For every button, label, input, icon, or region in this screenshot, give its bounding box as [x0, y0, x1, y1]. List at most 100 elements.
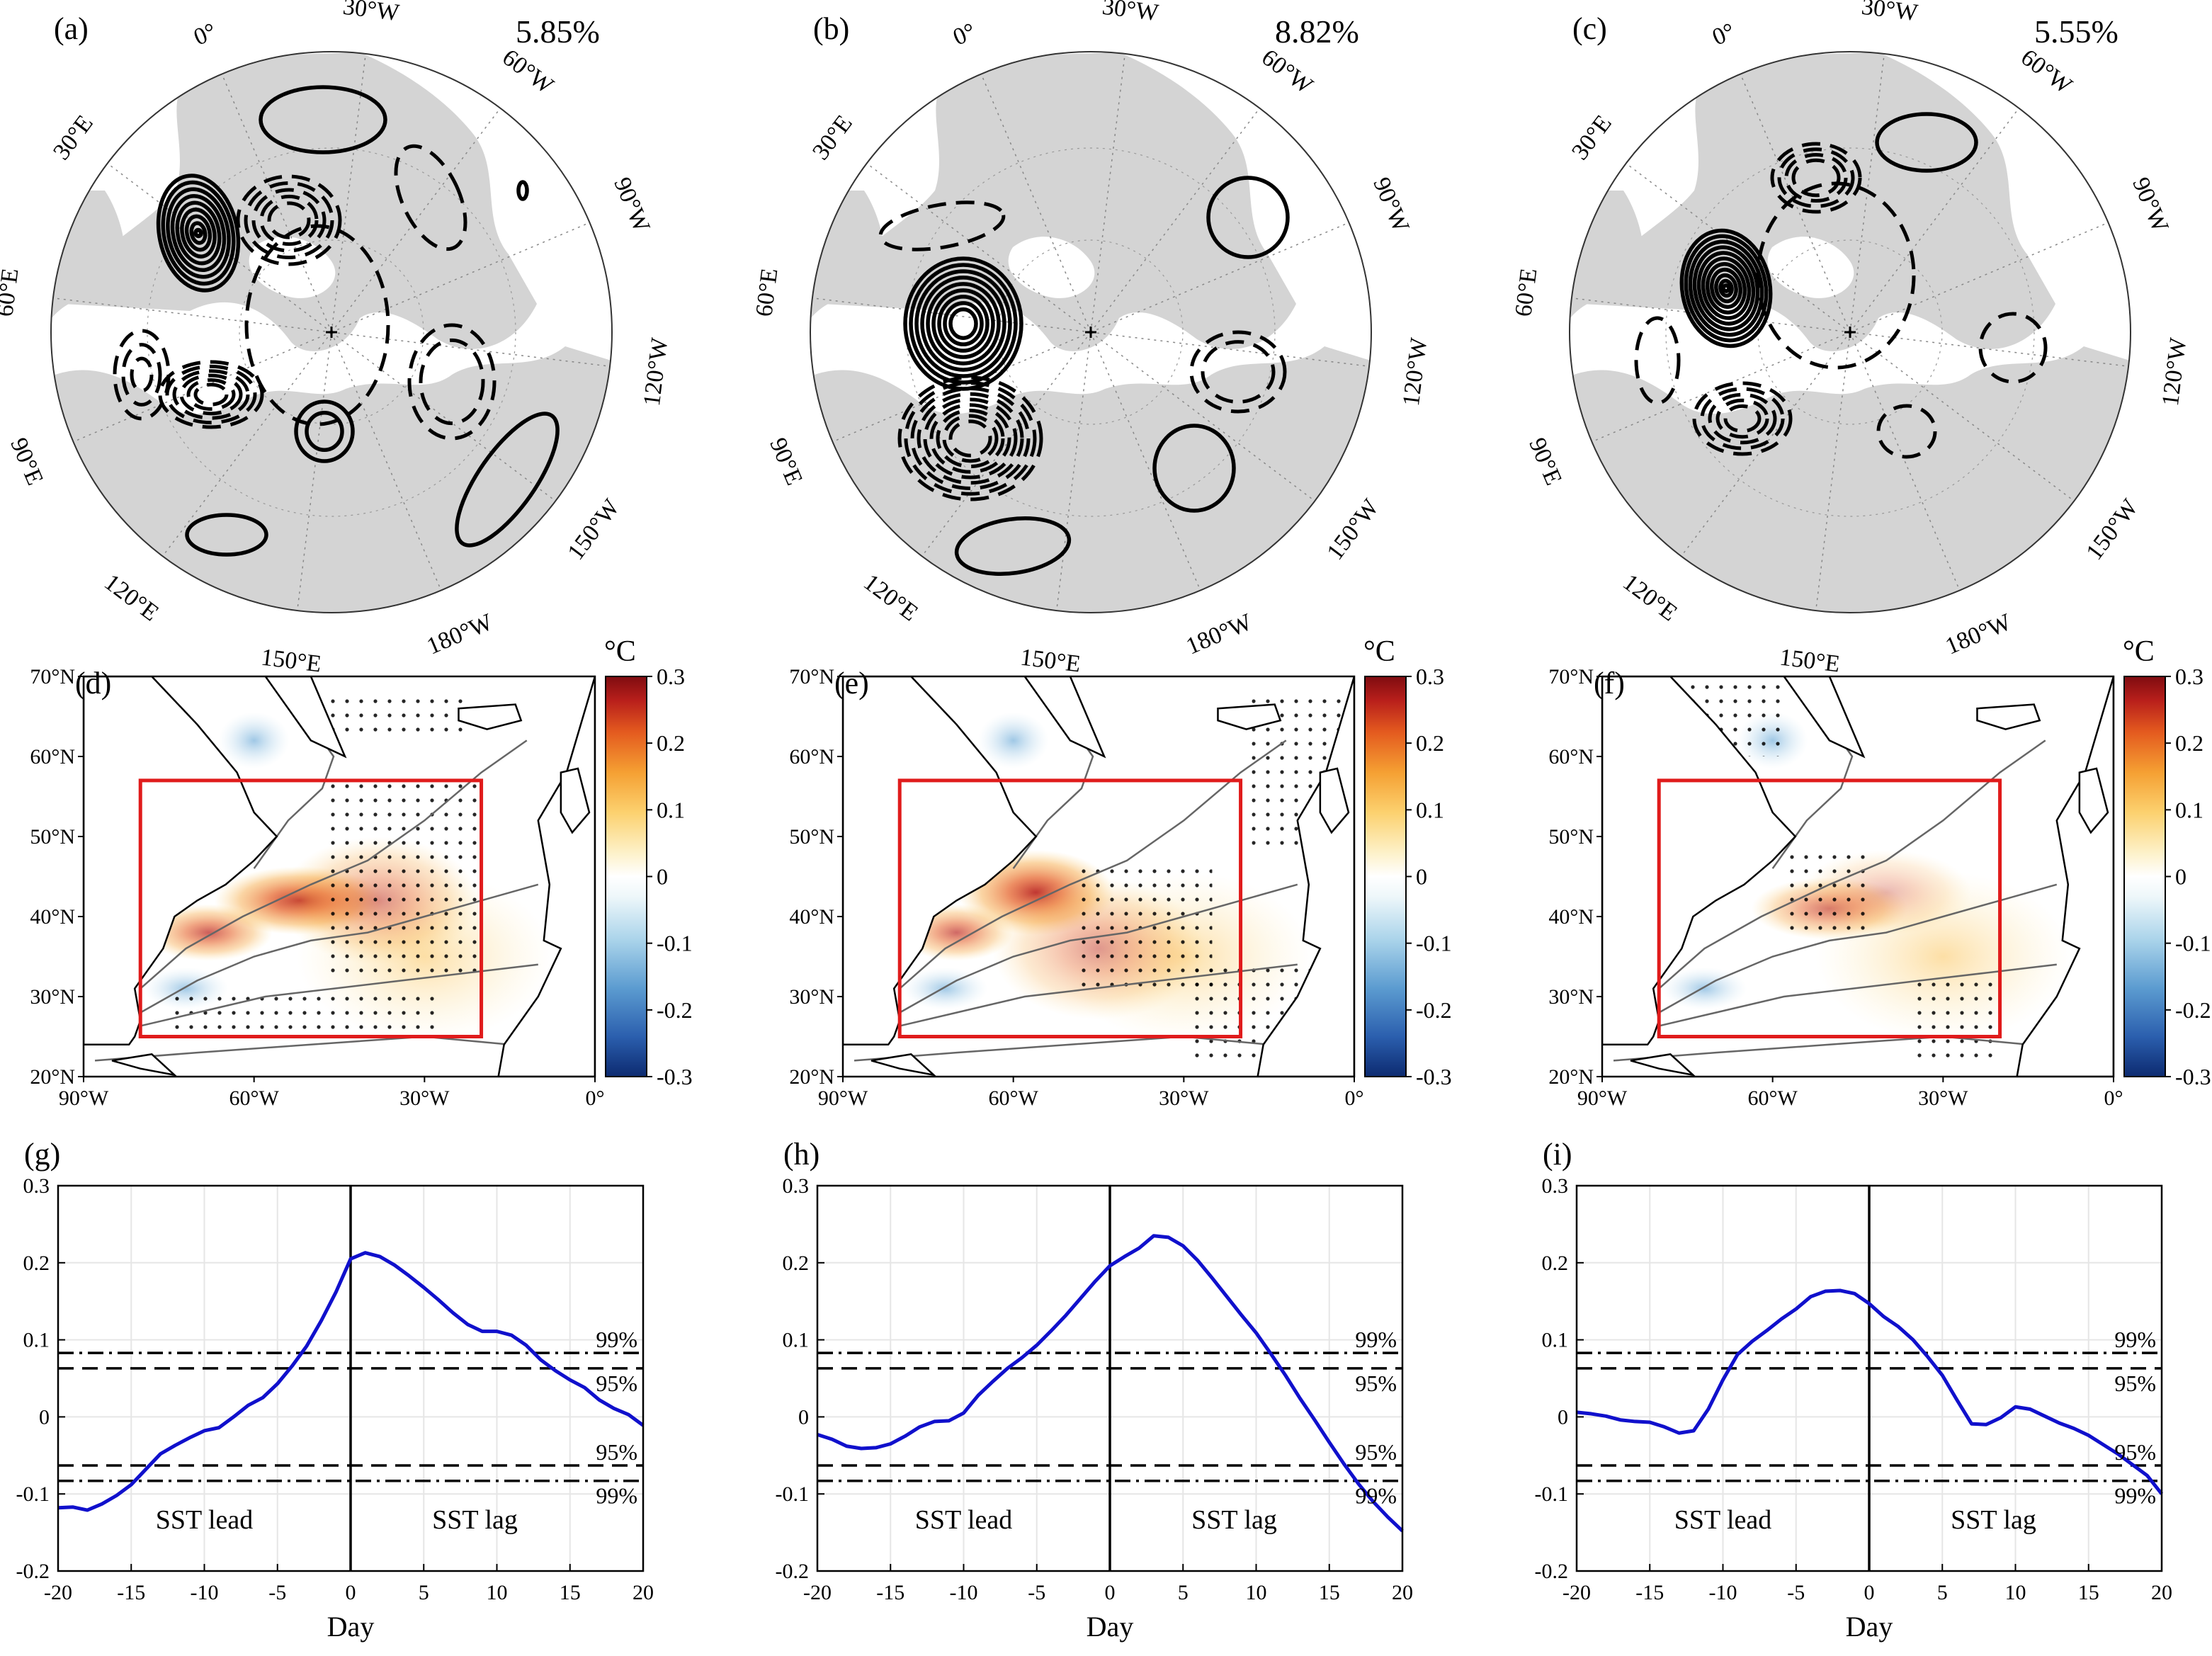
- meridian-line: [866, 163, 1091, 333]
- map-field-layer: [84, 676, 595, 1077]
- positive-contour: [1206, 176, 1290, 259]
- north-america-coast: [1602, 676, 1797, 1046]
- negative-contour: [121, 343, 162, 407]
- x-axis-label: Day: [1087, 1611, 1134, 1643]
- british-isles-coast: [560, 767, 591, 834]
- meridian-line: [1055, 331, 1091, 611]
- explained-variance: 8.82%: [1275, 13, 1359, 50]
- colorbar-tick-label: -0.1: [1416, 931, 1452, 956]
- meridian-label: 60°W: [2016, 44, 2077, 99]
- colorbar-tick-label: -0.2: [2175, 997, 2211, 1023]
- positive-contour: [193, 228, 203, 238]
- negative-contour: [172, 369, 250, 420]
- negative-contour: [407, 323, 497, 441]
- latitude-circle: [1665, 147, 2035, 517]
- colorbar-tick-label: 0.1: [657, 797, 685, 822]
- negative-contour: [244, 181, 334, 260]
- sst-isotherm: [94, 1036, 510, 1062]
- negative-contour: [394, 144, 467, 251]
- meridian-line: [331, 53, 367, 333]
- colorbar-tick-label: 0.2: [1416, 730, 1444, 756]
- x-tick-label: -10: [1709, 1581, 1737, 1604]
- negative-contour: [165, 364, 257, 425]
- positive-contour: [1679, 228, 1773, 348]
- positive-contour: [516, 180, 529, 201]
- panel-label: (b): [813, 11, 849, 46]
- colorbar-tick-label: -0.2: [1416, 997, 1452, 1023]
- meridian-line: [331, 108, 501, 333]
- meridian-line: [73, 331, 332, 443]
- negative-contour: [236, 174, 342, 266]
- negative-contour: [1876, 404, 1937, 459]
- sst-lead-label: SST lead: [1674, 1505, 1772, 1535]
- x-tick-label: 0: [1105, 1581, 1116, 1604]
- meridian-label: 90°E: [764, 434, 807, 489]
- positive-contour: [166, 187, 231, 279]
- sst-isotherm: [1613, 1036, 2029, 1062]
- colorbar-tick-label: 0.3: [2175, 664, 2204, 689]
- sst-isotherm: [1658, 883, 2058, 1014]
- meridian-label: 60°E: [1510, 267, 1542, 318]
- lat-tick-label: 20°N: [789, 1065, 834, 1089]
- sig99-upper-label: 99%: [1355, 1327, 1397, 1352]
- sst-lead-label: SST lead: [156, 1505, 254, 1535]
- meridian-line: [1849, 108, 2019, 333]
- positive-contour: [1705, 262, 1747, 314]
- negative-contour: [259, 194, 319, 246]
- lat-tick-label: 70°N: [30, 665, 75, 688]
- negative-contour: [1784, 152, 1848, 203]
- lon-tick-label: 0°: [1345, 1087, 1364, 1110]
- positive-contour: [903, 256, 1023, 391]
- meridian-line: [921, 331, 1091, 557]
- negative-contour: [1189, 330, 1287, 414]
- positive-contour: [931, 288, 995, 359]
- x-tick-label: 0: [1864, 1581, 1875, 1604]
- land-mass-1: [62, 52, 537, 351]
- lat-tick-label: 70°N: [1548, 665, 1594, 688]
- positive-contour: [937, 295, 989, 353]
- map-frame: [841, 675, 1356, 1078]
- negative-contour: [179, 373, 243, 416]
- hudson-bay: [1767, 237, 1854, 298]
- iceland-coast: [1976, 703, 2041, 730]
- y-tick-label: -0.2: [1535, 1560, 1569, 1583]
- colorbar-tick-label: -0.1: [657, 931, 693, 956]
- latitude-circle: [1757, 239, 1943, 425]
- positive-contour: [455, 412, 560, 548]
- negative-contour: [1634, 316, 1681, 405]
- meridian-line: [331, 331, 611, 368]
- lag-correlation-chart-g: -20 -15 -10 -5 0 5 10 15 20 0.3 0.2 0.1 0 -0.1 -0.2 Day…: [16, 1137, 654, 1643]
- north-america-coast: [843, 676, 1038, 1046]
- polar-disc-border: [50, 51, 613, 613]
- panel-label: (a): [54, 11, 89, 46]
- meridian-label: 30°W: [1101, 0, 1161, 26]
- sst-map-panel-f: 20°N 30°N 40°N 50°N 60°N 70°N 90°W 60°W 30°W 0° (f…: [1548, 635, 2211, 1110]
- x-tick-label: -15: [876, 1581, 904, 1604]
- positive-contour: [1714, 273, 1738, 304]
- meridian-label: 90°W: [608, 174, 655, 237]
- meridian-line: [296, 331, 332, 611]
- negative-contour: [923, 397, 1018, 480]
- lag-correlation-chart-h: -20 -15 -10 -5 0 5 10 15 20 0.3 0.2 0.1 0 -0.1 -0.2 Day…: [776, 1137, 1414, 1643]
- negative-contour: [1756, 181, 1916, 370]
- y-tick-label: 0.1: [783, 1329, 810, 1352]
- lag-correlation-chart-i: -20 -15 -10 -5 0 5 10 15 20 0.3 0.2 0.1 0 -0.1 -0.2 Day…: [1535, 1137, 2173, 1643]
- negative-contour: [936, 408, 1005, 469]
- meridian-label: 150°W: [1322, 494, 1384, 565]
- cool-anomaly: [218, 712, 290, 769]
- north-america-coast: [84, 676, 278, 1046]
- y-tick-label: 0.3: [23, 1174, 50, 1198]
- sig95-lower-label: 95%: [2114, 1439, 2156, 1465]
- significance-stippling: [169, 988, 436, 1037]
- lat-tick-label: 60°N: [1548, 745, 1594, 769]
- y-tick-label: 0: [798, 1405, 809, 1429]
- meridian-label: 60°E: [0, 267, 23, 318]
- meridian-label: 120°W: [2157, 336, 2192, 407]
- significance-stippling: [1783, 852, 1876, 933]
- colorbar: [605, 676, 647, 1077]
- x-tick-label: 0: [346, 1581, 356, 1604]
- meridian-label: 90°W: [2127, 174, 2174, 237]
- negative-contour: [1700, 387, 1785, 450]
- positive-contour: [175, 200, 222, 266]
